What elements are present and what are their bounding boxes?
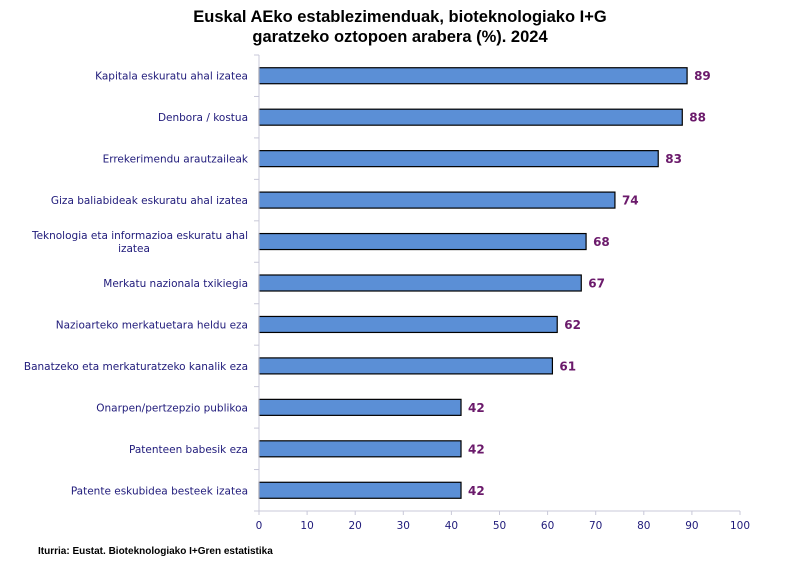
category-label-line: Nazioarteko merkatuetara heldu eza — [56, 319, 248, 331]
x-tick-label: 30 — [397, 520, 410, 532]
category-label-line: Giza baliabideak eskuratu ahal izatea — [51, 195, 248, 207]
bar — [258, 191, 616, 209]
category-label-line: izatea — [118, 243, 150, 255]
data-label: 83 — [665, 152, 682, 166]
bar — [258, 398, 462, 416]
category-label-line: Kapitala eskuratu ahal izatea — [95, 71, 248, 83]
category-label-line: Onarpen/pertzepzio publikoa — [96, 402, 248, 414]
axes-group: 0 10 20 30 40 50 60 70 80 90 100 — [254, 54, 750, 532]
category-label: Merkatu nazionala txikiegia — [103, 278, 248, 290]
data-label: 62 — [564, 318, 581, 332]
data-label: 67 — [588, 277, 605, 291]
data-label: 42 — [468, 401, 485, 415]
x-tick-label: 20 — [349, 520, 362, 532]
data-label: 74 — [622, 194, 639, 208]
data-label: 89 — [694, 69, 711, 83]
x-tick-label: 10 — [300, 520, 313, 532]
data-label: 42 — [468, 484, 485, 498]
x-tick-label: 90 — [685, 520, 698, 532]
category-label: Nazioarteko merkatuetara heldu eza — [56, 319, 248, 331]
data-label: 61 — [559, 359, 576, 373]
bar — [258, 274, 582, 292]
category-label-line: Merkatu nazionala txikiegia — [103, 278, 248, 290]
bars-group — [258, 67, 688, 499]
category-label: Onarpen/pertzepzio publikoa — [96, 402, 248, 414]
category-label-line: Errekerimendu arautzaileak — [103, 154, 249, 166]
category-label: Errekerimendu arautzaileak — [103, 154, 249, 166]
category-label-line: Denbora / kostua — [158, 112, 248, 124]
bar — [258, 357, 554, 375]
data-label: 42 — [468, 442, 485, 456]
bar — [258, 67, 688, 85]
bar — [258, 481, 462, 499]
category-label-line: Banatzeko eta merkaturatzeko kanalik eza — [24, 361, 248, 373]
category-label: Patente eskubidea besteek izatea — [71, 485, 248, 497]
bar — [258, 315, 558, 334]
category-label-line: Patenteen babesik eza — [129, 444, 248, 456]
bar — [258, 440, 462, 458]
data-label: 68 — [593, 235, 610, 249]
x-tick-label: 60 — [541, 520, 554, 532]
x-tick-label: 40 — [445, 520, 458, 532]
category-label: Teknologia eta informazioa eskuratu ahal… — [31, 230, 248, 255]
bar — [258, 150, 659, 168]
x-tick-label: 70 — [589, 520, 602, 532]
chart-title: Euskal AEko establezimenduak, bioteknolo… — [0, 7, 800, 47]
category-label: Patenteen babesik eza — [129, 444, 248, 456]
x-tick-label: 0 — [256, 520, 263, 532]
category-label-line: Patente eskubidea besteek izatea — [71, 485, 248, 497]
source-note: Iturria: Eustat. Bioteknologiako I+Gren … — [38, 546, 273, 557]
chart-title-line-2: garatzeko oztopoen arabera (%). 2024 — [252, 28, 548, 46]
category-label-line: Teknologia eta informazioa eskuratu ahal — [31, 230, 248, 242]
x-tick-label: 100 — [730, 520, 750, 532]
data-label: 88 — [689, 111, 706, 125]
category-label: Kapitala eskuratu ahal izatea — [95, 71, 248, 83]
chart-title-line-1: Euskal AEko establezimenduak, bioteknolo… — [193, 8, 607, 26]
category-label: Giza baliabideak eskuratu ahal izatea — [51, 195, 248, 207]
bar — [258, 108, 683, 126]
labels-group: 89 Kapitala eskuratu ahal izatea 88 Denbora… — [24, 69, 711, 498]
x-tick-label: 50 — [493, 520, 506, 532]
category-label: Banatzeko eta merkaturatzeko kanalik eza — [24, 361, 248, 373]
x-tick-label: 80 — [637, 520, 650, 532]
bar — [258, 232, 587, 251]
category-label: Denbora / kostua — [158, 112, 248, 124]
